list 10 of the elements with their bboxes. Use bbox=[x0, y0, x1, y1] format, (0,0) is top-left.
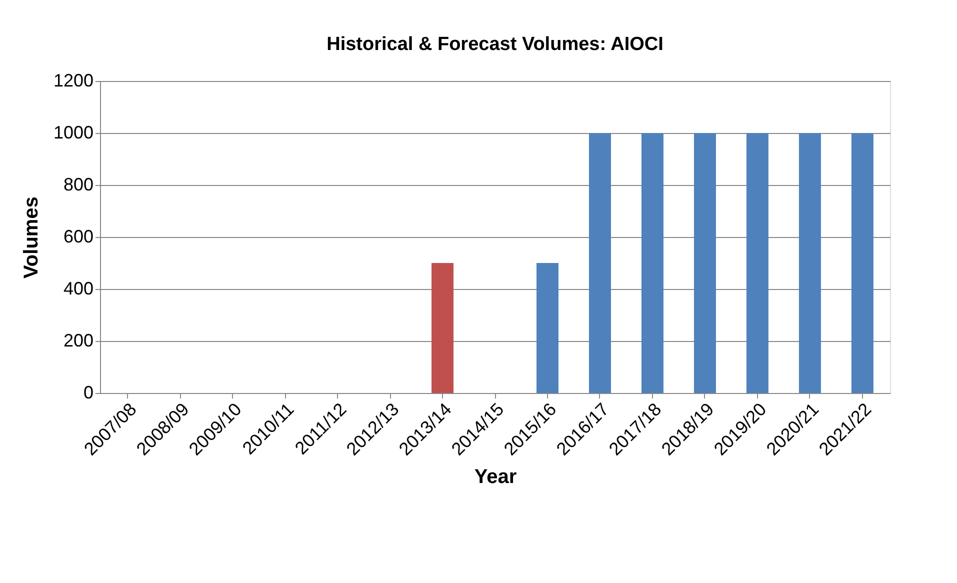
y-tick-label: 1000 bbox=[53, 122, 94, 142]
y-tick-label: 1200 bbox=[53, 70, 94, 90]
y-tick-label: 0 bbox=[83, 382, 94, 402]
y-axis-title: Volumes bbox=[20, 196, 42, 278]
chart-title: Historical & Forecast Volumes: AIOCI bbox=[326, 34, 664, 55]
y-tick-label: 400 bbox=[63, 278, 94, 298]
y-tick-label: 800 bbox=[63, 174, 94, 194]
y-tick-label: 600 bbox=[63, 226, 94, 246]
y-tick-label: 200 bbox=[63, 330, 94, 350]
x-axis-title: Year bbox=[474, 466, 517, 488]
